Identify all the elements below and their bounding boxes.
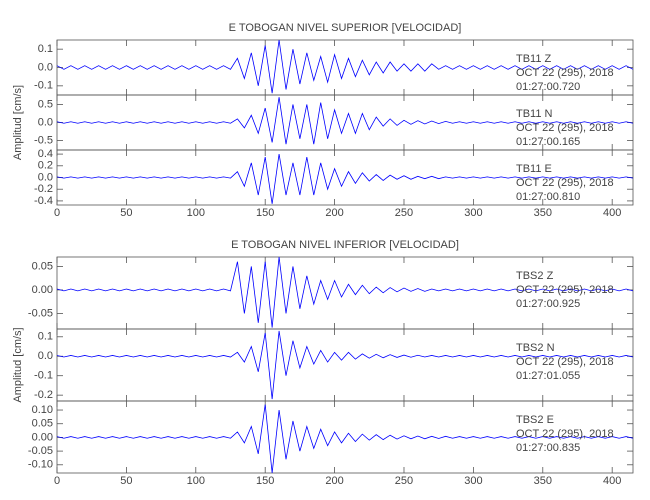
y-tick-label: -0.1	[34, 370, 53, 382]
x-tick-label: 250	[395, 475, 413, 487]
time-label: 01:27:01.055	[516, 370, 580, 382]
time-label: 01:27:00.835	[516, 442, 580, 454]
chart-title: E TOBOGAN NIVEL SUPERIOR [VELOCIDAD]	[229, 22, 462, 34]
x-tick-label: 0	[54, 207, 60, 219]
waveform	[56, 154, 634, 204]
y-tick-label: -0.2	[34, 389, 53, 401]
y-tick-label: 0.00	[32, 284, 53, 296]
y-tick-label: 0.4	[38, 148, 53, 160]
station-label: TBS2 N	[516, 342, 555, 354]
y-tick-label: -0.2	[34, 183, 53, 195]
waveform	[56, 256, 634, 328]
y-tick-label: 0.0	[38, 171, 53, 183]
y-axis-label: Amplitud [cm/s]	[12, 327, 24, 402]
y-tick-label: 0.1	[38, 331, 53, 343]
y-tick-label: 0.00	[32, 431, 53, 443]
waveform	[56, 404, 634, 474]
y-tick-label: 0.0	[38, 61, 53, 73]
x-tick-label: 100	[187, 475, 205, 487]
x-tick-label: 150	[256, 207, 274, 219]
y-tick-label: 0.10	[32, 404, 53, 416]
x-tick-label: 50	[120, 207, 132, 219]
y-tick-label: 0.5	[38, 98, 53, 110]
y-tick-label: 0.05	[32, 418, 53, 430]
x-tick-label: 300	[464, 207, 482, 219]
x-tick-label: 50	[120, 475, 132, 487]
station-label: TB11 N	[516, 108, 553, 120]
station-label: TBS2 Z	[516, 270, 554, 282]
y-tick-label: -0.4	[34, 195, 53, 207]
time-label: 01:27:00.720	[516, 81, 580, 93]
date-label: OCT 22 (295), 2018	[516, 67, 614, 79]
y-tick-label: -0.5	[34, 134, 53, 146]
y-tick-label: 0.1	[38, 43, 53, 55]
x-tick-label: 350	[534, 207, 552, 219]
x-tick-label: 250	[395, 207, 413, 219]
waveform	[56, 97, 634, 145]
x-tick-label: 200	[325, 475, 343, 487]
station-label: TBS2 E	[516, 414, 554, 426]
y-tick-label: -0.1	[34, 80, 53, 92]
date-label: OCT 22 (295), 2018	[516, 284, 614, 296]
y-tick-label: 0.0	[38, 350, 53, 362]
x-tick-label: 150	[256, 475, 274, 487]
y-tick-label: -0.10	[28, 459, 53, 471]
chart-title: E TOBOGAN NIVEL INFERIOR [VELOCIDAD]	[231, 239, 459, 251]
x-tick-label: 350	[534, 475, 552, 487]
date-label: OCT 22 (295), 2018	[516, 177, 614, 189]
station-label: TB11 Z	[516, 53, 552, 65]
date-label: OCT 22 (295), 2018	[516, 428, 614, 440]
date-label: OCT 22 (295), 2018	[516, 356, 614, 368]
y-axis-label: Amplitud [cm/s]	[12, 85, 24, 160]
y-tick-label: 0.05	[32, 260, 53, 272]
waveform	[56, 39, 634, 94]
x-tick-label: 100	[187, 207, 205, 219]
x-tick-label: 400	[603, 475, 621, 487]
y-tick-label: 0.2	[38, 160, 53, 172]
time-label: 01:27:00.810	[516, 191, 580, 203]
y-tick-label: -0.05	[28, 445, 53, 457]
x-tick-label: 300	[464, 475, 482, 487]
x-tick-label: 0	[54, 475, 60, 487]
time-label: 01:27:00.165	[516, 136, 580, 148]
x-tick-label: 400	[603, 207, 621, 219]
station-label: TB11 E	[516, 163, 552, 175]
waveform	[56, 330, 634, 400]
date-label: OCT 22 (295), 2018	[516, 122, 614, 134]
y-tick-label: 0.0	[38, 116, 53, 128]
y-tick-label: -0.05	[28, 307, 53, 319]
time-label: 01:27:00.925	[516, 298, 580, 310]
x-tick-label: 200	[325, 207, 343, 219]
